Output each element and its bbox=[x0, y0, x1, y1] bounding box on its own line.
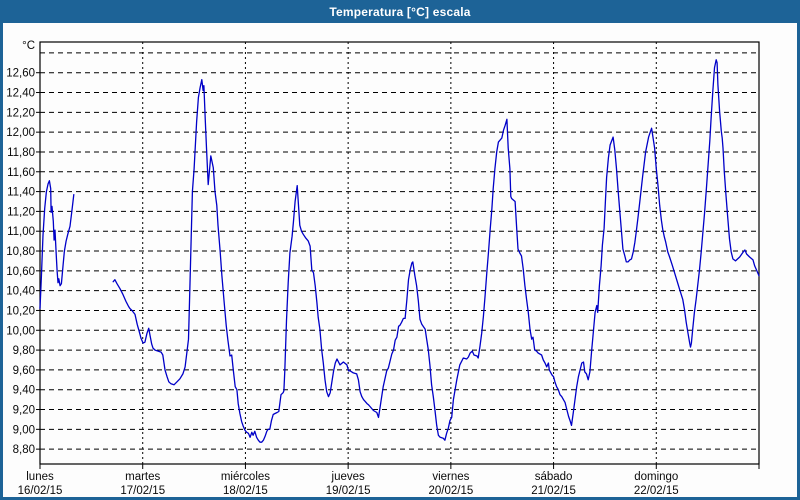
temperature-line-segment bbox=[39, 180, 75, 310]
y-tick-label: 11,40 bbox=[7, 187, 35, 199]
y-tick-label: 9,20 bbox=[13, 405, 35, 417]
x-date-label: 19/02/15 bbox=[326, 485, 371, 497]
y-axis-unit-label: °C bbox=[22, 40, 35, 52]
y-tick-label: 12,40 bbox=[6, 88, 35, 100]
x-date-label: 16/02/15 bbox=[18, 485, 63, 497]
y-tick-label: 9,60 bbox=[13, 365, 35, 377]
y-tick-label: 9,00 bbox=[13, 424, 35, 436]
x-day-name-label: sábado bbox=[535, 471, 573, 483]
y-tick-label: 12,20 bbox=[6, 107, 35, 119]
window-title-bar[interactable]: Temperatura [°C] escala bbox=[0, 0, 800, 23]
x-day-name-label: miércoles bbox=[221, 471, 270, 483]
y-tick-label: 9,80 bbox=[13, 345, 35, 357]
plot-border bbox=[39, 41, 760, 465]
x-day-name-label: lunes bbox=[26, 471, 54, 483]
x-date-label: 21/02/15 bbox=[531, 485, 576, 497]
window-title: Temperatura [°C] escala bbox=[329, 4, 471, 19]
y-tick-label: 10,20 bbox=[6, 305, 35, 317]
y-tick-label: 11,00 bbox=[7, 226, 35, 238]
temperature-line-segment bbox=[112, 59, 760, 443]
y-tick-label: 10,60 bbox=[6, 266, 35, 278]
y-tick-label: 11,80 bbox=[7, 147, 35, 159]
y-tick-label: 11,20 bbox=[7, 206, 35, 218]
x-day-name-label: domingo bbox=[634, 471, 678, 483]
y-tick-label: 12,00 bbox=[6, 127, 35, 139]
y-tick-label: 12,60 bbox=[6, 68, 35, 80]
x-day-name-label: viernes bbox=[432, 471, 469, 483]
y-tick-label: 8,80 bbox=[13, 444, 35, 456]
x-date-label: 22/02/15 bbox=[634, 485, 679, 497]
y-tick-label: 10,00 bbox=[6, 325, 35, 337]
y-tick-label: 11,60 bbox=[7, 167, 35, 179]
y-tick-label: 10,80 bbox=[6, 246, 35, 258]
y-tick-label: 10,40 bbox=[6, 286, 35, 298]
x-day-name-label: martes bbox=[125, 471, 160, 483]
x-date-label: 17/02/15 bbox=[120, 485, 165, 497]
x-date-label: 20/02/15 bbox=[428, 485, 473, 497]
x-date-label: 18/02/15 bbox=[223, 485, 268, 497]
y-tick-label: 9,40 bbox=[13, 385, 35, 397]
x-day-name-label: jueves bbox=[331, 471, 365, 483]
